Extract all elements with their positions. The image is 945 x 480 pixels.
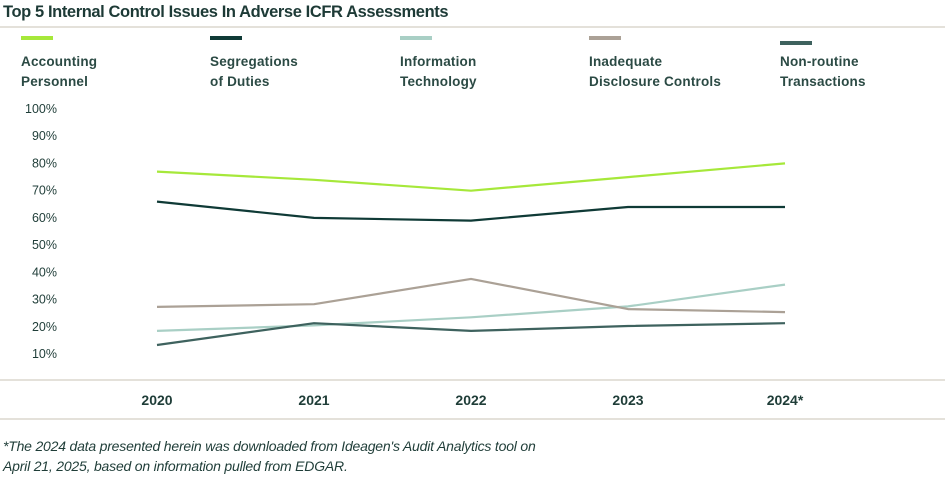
x-axis-top-divider [0,379,945,381]
y-tick-label: 100% [25,102,57,116]
x-tick-label: 2024* [767,392,804,408]
legend-label: Accounting Personnel [21,54,98,89]
legend-item-accounting-personnel: Accounting Personnel [21,36,201,92]
series-line-information-technology [156,283,786,332]
legend-swatch [210,36,242,40]
y-tick-label: 30% [32,293,57,307]
y-tick-label: 90% [32,129,57,143]
x-tick-label: 2022 [455,392,486,408]
line-chart: 100% 90% 80% 70% 60% 50% 40% 30% 20% 10% 2020 2021 2… [25,102,804,408]
title-divider [0,26,945,28]
x-tick-label: 2023 [612,392,643,408]
legend-swatch [780,41,812,45]
legend-swatch [589,36,621,40]
y-tick-label: 70% [32,184,57,198]
x-tick-label: 2020 [141,392,172,408]
y-tick-label: 20% [32,320,57,334]
series-line-non-routine-transactions [156,322,786,347]
y-tick-label: 60% [32,211,57,225]
legend-item-information-technology: Information Technology [400,36,580,92]
legend-item-segregations-of-duties: Segregations of Duties [210,36,390,92]
legend-label: Segregations of Duties [210,54,298,89]
y-tick-label: 40% [32,265,57,279]
legend-label: Information Technology [400,54,477,89]
x-axis-bottom-divider [0,418,945,420]
y-tick-label: 80% [32,156,57,170]
legend-swatch [400,36,432,40]
series-line-segregations-of-duties [156,200,785,222]
footnote: *The 2024 data presented herein was down… [3,438,536,474]
y-tick-label: 50% [32,238,57,252]
series-line-inadequate-disclosure-controls [156,277,786,314]
legend-swatch [21,36,53,40]
legend-label: Non-routine Transactions [780,54,866,89]
legend-item-inadequate-disclosure-controls: Inadequate Disclosure Controls [589,36,769,92]
legend-item-non-routine-transactions: Non-routine Transactions [780,36,945,92]
series-line-accounting-personnel [156,162,786,192]
y-tick-label: 10% [32,347,57,361]
chart-title: Top 5 Internal Control Issues In Adverse… [3,3,449,21]
legend-label: Inadequate Disclosure Controls [589,54,722,89]
x-tick-label: 2021 [298,392,329,408]
